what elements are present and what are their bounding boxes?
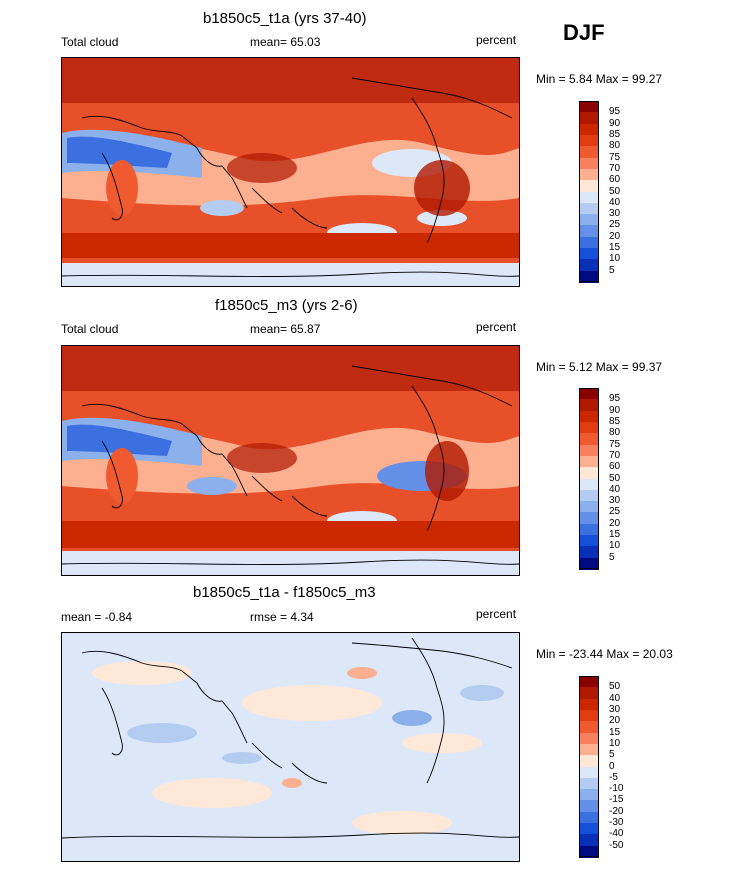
panel-2-map	[61, 345, 520, 576]
colorbar-tick-label: 40	[609, 483, 621, 495]
colorbar-tick-label: 5	[609, 749, 615, 761]
panel-3-minmax-label: Min = -23.44 Max = 20.03	[536, 647, 673, 661]
colorbar-tick-label: 90	[609, 117, 621, 129]
colorbar-tick-label: 5	[609, 551, 615, 563]
colorbar-tick-label: -40	[609, 828, 624, 840]
colorbar-frame	[579, 388, 599, 569]
panel-1-minmax-label: Min = 5.84 Max = 99.27	[536, 72, 663, 86]
colorbar-tick-label: 50	[609, 185, 621, 197]
colorbar-tick-label: 85	[609, 128, 621, 140]
colorbar-tick-label: 15	[609, 529, 621, 541]
colorbar-tick-label: 70	[609, 162, 621, 174]
colorbar-tick-label: 25	[609, 219, 621, 231]
colorbar-tick-label: 20	[609, 715, 621, 727]
colorbar-tick-label: 20	[609, 517, 621, 529]
colorbar-tick-label: 90	[609, 404, 621, 416]
panel-3-rmse-label: rmse = 4.34	[250, 610, 314, 624]
colorbar-tick-label: 25	[609, 506, 621, 518]
colorbar-frame	[579, 101, 599, 282]
panel-1-units-label: percent	[476, 33, 517, 47]
colorbar-tick-label: -20	[609, 805, 624, 817]
colorbar-tick-label: 60	[609, 461, 621, 473]
panel-3-mean-label: mean = -0.84	[61, 610, 133, 624]
colorbar-tick-label: 70	[609, 449, 621, 461]
colorbar-tick-label: -15	[609, 794, 624, 806]
panel-3-title: b1850c5_t1a - f1850c5_m3	[193, 584, 376, 601]
colorbar-tick-label: -10	[609, 783, 624, 795]
colorbar-tick-label: 95	[609, 106, 621, 118]
colorbar-tick-label: -5	[609, 771, 618, 783]
colorbar-tick-label: 95	[609, 393, 621, 405]
panel-3-map	[61, 632, 520, 862]
panel-2-mean-label: mean= 65.87	[250, 322, 321, 336]
colorbar-tick-label: 75	[609, 151, 621, 163]
colorbar-tick-label: 0	[609, 760, 615, 772]
colorbar-tick-label: -30	[609, 817, 624, 829]
colorbar-tick-label: 10	[609, 737, 621, 749]
colorbar-tick-label: 20	[609, 230, 621, 242]
colorbar-tick-label: 80	[609, 427, 621, 439]
panel-1-map	[61, 57, 520, 287]
colorbar-tick-label: 10	[609, 540, 621, 552]
season-label: DJF	[563, 20, 605, 45]
colorbar-tick-label: 5	[609, 264, 615, 276]
colorbar-tick-label: 15	[609, 726, 621, 738]
colorbar-frame	[579, 676, 599, 857]
colorbar-tick-label: 85	[609, 415, 621, 427]
colorbar-tick-label: 40	[609, 692, 621, 704]
colorbar-tick-label: 60	[609, 174, 621, 186]
colorbar-tick-label: 50	[609, 472, 621, 484]
panel-2-units-label: percent	[476, 320, 517, 334]
panel-2-variable-label: Total cloud	[61, 322, 119, 336]
panel-1-title: b1850c5_t1a (yrs 37-40)	[203, 10, 367, 27]
panel-1-variable-label: Total cloud	[61, 35, 119, 49]
colorbar-tick-label: 40	[609, 196, 621, 208]
colorbar-tick-label: 75	[609, 438, 621, 450]
colorbar-tick-label: -50	[609, 839, 624, 851]
colorbar-tick-label: 80	[609, 140, 621, 152]
panel-2-minmax-label: Min = 5.12 Max = 99.37	[536, 360, 663, 374]
colorbar-tick-label: 10	[609, 253, 621, 265]
panel-2-title: f1850c5_m3 (yrs 2-6)	[215, 297, 358, 314]
colorbar-tick-label: 30	[609, 703, 621, 715]
panel-2-colorbar	[579, 388, 599, 570]
panel-1-colorbar	[579, 101, 599, 283]
colorbar-tick-label: 15	[609, 242, 621, 254]
panel-1-mean-label: mean= 65.03	[250, 35, 321, 49]
colorbar-tick-label: 50	[609, 681, 621, 693]
colorbar-tick-label: 30	[609, 208, 621, 220]
panel-3-units-label: percent	[476, 607, 517, 621]
panel-3-colorbar	[579, 676, 599, 858]
colorbar-tick-label: 30	[609, 495, 621, 507]
